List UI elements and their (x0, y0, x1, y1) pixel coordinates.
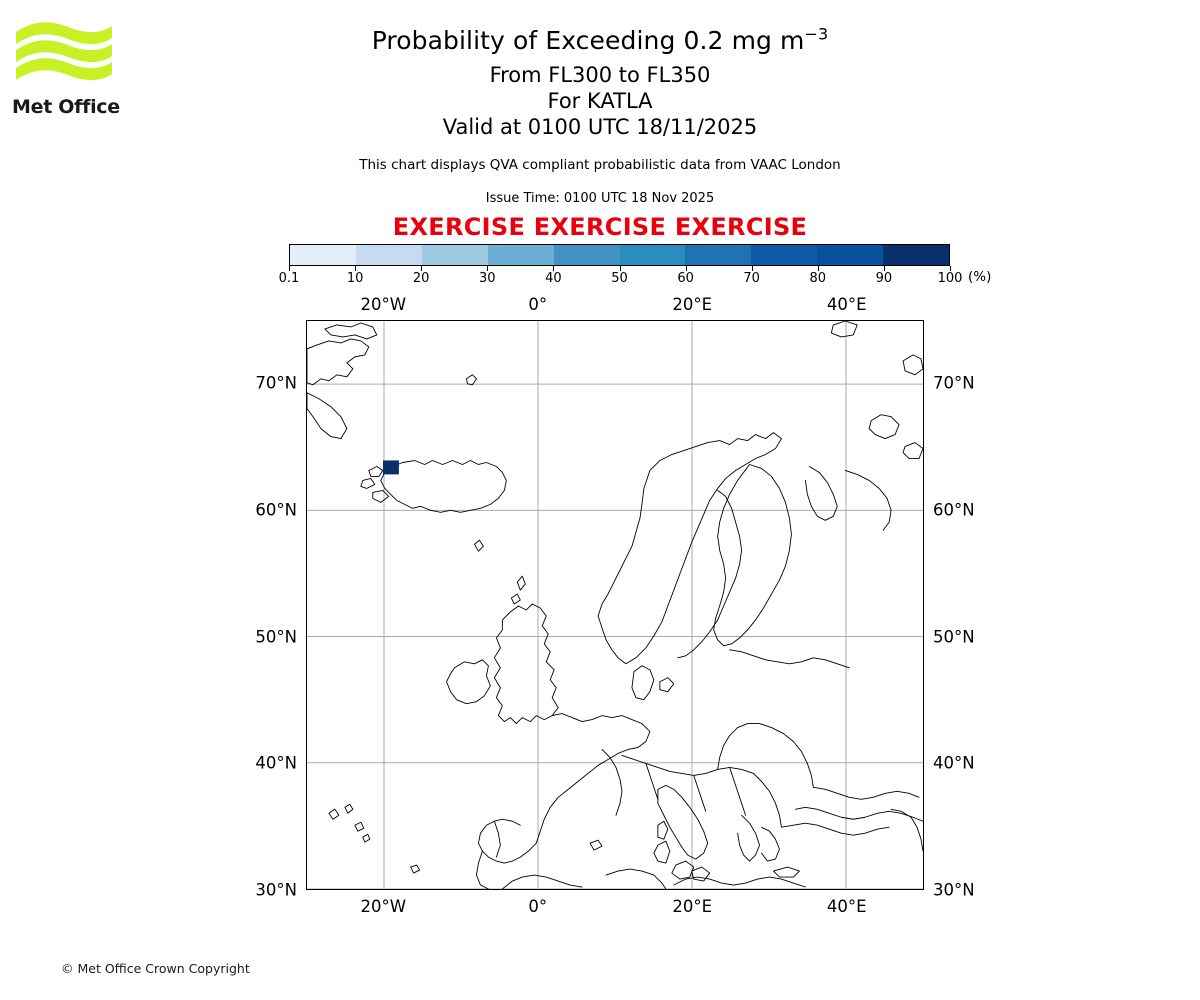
colorbar-tick-label-50: 50 (611, 271, 628, 286)
colorbar-gradient (289, 244, 950, 266)
colorbar-segment-3 (487, 245, 554, 265)
colorbar-tick-label-10: 10 (346, 271, 364, 286)
colorbar-segment-5 (619, 245, 686, 265)
colorbar-segment-7 (751, 245, 818, 265)
colorbar-tick-40 (553, 266, 555, 271)
lat-label-right-50: 50°N (933, 627, 975, 647)
colorbar-segment-8 (817, 245, 884, 265)
colorbar-tick-label-40: 40 (545, 271, 562, 286)
lat-label-left-70: 70°N (255, 373, 297, 393)
met-office-logo: Met Office (12, 18, 132, 118)
lat-label-left-40: 40°N (255, 753, 297, 773)
lat-label-right-40: 40°N (933, 753, 975, 773)
colorbar-tick-label-100: 100 (937, 271, 963, 286)
ash-concentration-map[interactable] (306, 320, 924, 890)
lat-label-left-50: 50°N (255, 627, 297, 647)
volcano-subtitle: For KATLA (547, 89, 653, 113)
issue-time: Issue Time: 0100 UTC 18 Nov 2025 (485, 191, 715, 206)
lon-label-top-40: 40°E (826, 295, 867, 314)
colorbar-tick-30 (487, 266, 489, 271)
colorbar-tick-label-70: 70 (743, 271, 760, 286)
lon-label-bottom-20: 20°E (672, 897, 713, 916)
colorbar-tick-80 (817, 266, 819, 271)
lat-label-right-70: 70°N (933, 373, 975, 393)
colorbar-tick-label-20: 20 (412, 271, 430, 286)
page-title-exponent: −3 (804, 24, 829, 44)
map-coastlines (307, 321, 923, 889)
colorbar-tick-label-0.1: 0.1 (278, 271, 300, 286)
plume-cell-0 (382, 460, 399, 475)
lon-label-top-0: 0° (528, 295, 548, 314)
colorbar-tick-60 (685, 266, 687, 271)
colorbar-tick-100 (950, 266, 951, 271)
map-canvas (307, 321, 923, 889)
colorbar-segment-1 (355, 245, 422, 265)
lon-label-bottom-0: 0° (528, 897, 548, 916)
colorbar-tick-label-90: 90 (875, 271, 893, 286)
lat-label-right-30: 30°N (933, 880, 975, 900)
colorbar-tick-label-80: 80 (809, 271, 827, 286)
valid-time-subtitle: Valid at 0100 UTC 18/11/2025 (442, 115, 758, 139)
exercise-banner: EXERCISE EXERCISE EXERCISE (392, 213, 808, 241)
lat-label-left-60: 60°N (255, 500, 297, 520)
qva-note: This chart displays QVA compliant probab… (359, 157, 841, 173)
colorbar-tick-label-60: 60 (677, 271, 694, 286)
colorbar-tick-axis: 0.1 10 20 30 40 50 60 70 80 90 100 (279, 266, 962, 288)
colorbar-tick-70 (751, 266, 753, 271)
colorbar-segment-6 (685, 245, 752, 265)
colorbar-tick-0.1 (289, 266, 290, 271)
page-title-text: Probability of Exceeding 0.2 mg m (371, 26, 805, 55)
colorbar-unit-label: (%) (968, 269, 992, 285)
map-gridlines (307, 321, 923, 889)
met-office-wordmark: Met Office (12, 96, 120, 118)
lon-label-top--20: 20°W (360, 295, 407, 314)
colorbar-segment-4 (553, 245, 620, 265)
copyright-notice: © Met Office Crown Copyright (61, 961, 250, 976)
lat-label-right-60: 60°N (933, 500, 975, 520)
lon-label-bottom--20: 20°W (360, 897, 407, 916)
colorbar-segment-0 (290, 245, 356, 265)
colorbar-tick-90 (883, 266, 885, 271)
ash-plume-layer (382, 460, 399, 475)
page-title: Probability of Exceeding 0.2 mg m−3 (0, 26, 1200, 55)
colorbar-tick-label-30: 30 (479, 271, 496, 286)
lon-label-bottom-40: 40°E (826, 897, 867, 916)
lon-label-top-20: 20°E (672, 295, 713, 314)
colorbar-tick-50 (619, 266, 621, 271)
lat-label-left-30: 30°N (255, 880, 297, 900)
probability-colorbar: 0.1 10 20 30 40 50 60 70 80 90 100 (279, 244, 962, 286)
colorbar-segment-2 (421, 245, 488, 265)
colorbar-segment-9 (883, 245, 950, 265)
colorbar-tick-20 (421, 266, 423, 271)
met-office-wave-icon (16, 22, 112, 81)
colorbar-tick-10 (355, 266, 357, 271)
flight-level-subtitle: From FL300 to FL350 (489, 63, 711, 87)
